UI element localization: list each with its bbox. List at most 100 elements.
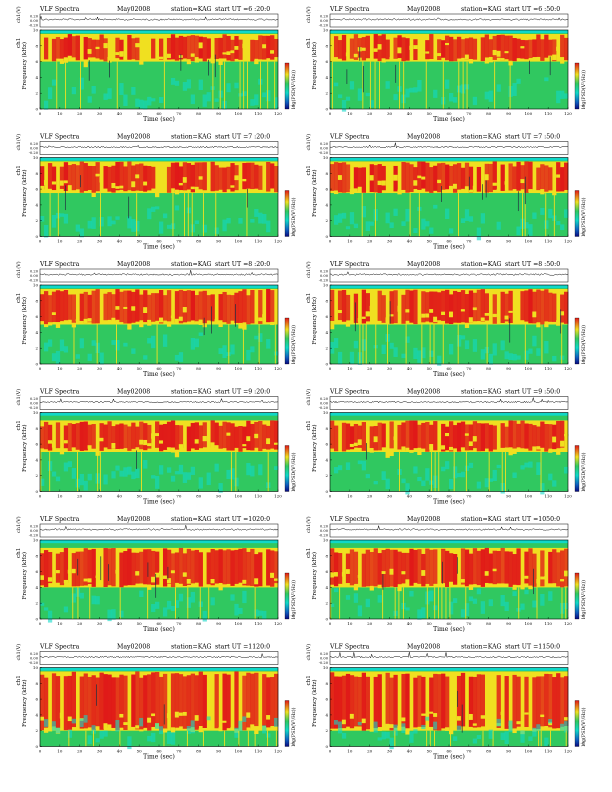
spectrogram-cell: [540, 290, 545, 325]
spectrogram-cell: [270, 420, 275, 449]
spectrogram-cell: [190, 550, 195, 584]
spectrogram-cell: [214, 227, 219, 234]
spectrogram-cell: [512, 674, 517, 729]
spectrogram-streak: [488, 452, 490, 492]
time-tick-label: 10: [57, 111, 63, 116]
spectrogram-streak: [426, 587, 428, 619]
spectrogram-cell: [131, 348, 136, 354]
channel-side-label: ch1: [16, 293, 22, 303]
spectrogram-cell: [178, 712, 184, 716]
spectrogram-cell: [504, 293, 509, 322]
spectrogram-cell: [59, 450, 65, 455]
waveform-trace: [329, 17, 569, 21]
spectrogram-cell: [274, 717, 279, 727]
waveform-trace: [329, 142, 568, 149]
spectrogram-cell: [258, 610, 263, 616]
spectrogram-cell: [437, 292, 442, 321]
spectrogram-streak: [494, 61, 496, 109]
spectrogram-cell: [421, 422, 426, 449]
spectrogram-cell: [71, 86, 76, 95]
spectra-panel: VLF Spectra May02008 station=KAG start UT =…: [15, 516, 297, 633]
spectrogram-cell: [425, 421, 430, 452]
spectrogram-cell: [246, 672, 251, 728]
spectrogram-cell: [365, 221, 370, 232]
spectrogram-cell: [564, 676, 569, 727]
spectrogram-cell: [222, 550, 227, 585]
spectrogram-cell: [413, 729, 418, 734]
spectrogram-cell: [178, 674, 184, 727]
spectrogram-cell: [377, 595, 382, 603]
spectrogram-cell: [484, 60, 489, 64]
spectrogram-cell: [464, 186, 470, 192]
spectrogram-cell: [449, 185, 454, 192]
spectrogram-cell: [262, 674, 267, 726]
waveform-tick-label: 0.00: [30, 147, 39, 151]
spectrogram-cell: [548, 424, 553, 449]
spectrogram-cell: [274, 578, 279, 581]
spectrogram-cell: [190, 94, 195, 105]
spectrogram-cell: [460, 672, 466, 727]
spectrogram-cell: [91, 675, 96, 730]
spectrogram-cell: [361, 460, 366, 471]
spectrogram-cell: [230, 594, 235, 601]
panel-title-text: VLF Spectra: [39, 6, 80, 13]
spectrogram-cell: [131, 306, 136, 311]
spectrogram-cell: [190, 720, 195, 734]
spectrogram-streak: [331, 61, 333, 109]
spectrogram-cell: [429, 227, 434, 234]
spectrogram-cell: [71, 164, 76, 191]
spectrogram-cell: [230, 468, 235, 480]
spectrogram-streak: [362, 65, 364, 93]
time-tick-label: 40: [407, 366, 413, 371]
spectrogram-cell: [369, 729, 374, 732]
panel-date-text: May02008: [117, 261, 150, 268]
spectrogram-cell: [115, 448, 120, 452]
spectrogram-cell: [369, 305, 374, 311]
spectrogram-streak: [93, 730, 94, 747]
colorbar-axis-label: log(PSD(V²/Hz)): [580, 197, 587, 236]
spectrogram-cell: [361, 718, 366, 724]
spectrogram-cell: [456, 291, 462, 323]
spectrogram-streak: [449, 587, 451, 619]
panel-date-text: May02008: [117, 644, 150, 651]
spectrogram-cell: [155, 206, 160, 210]
spectrogram-cell: [456, 473, 462, 478]
spectrogram-cell: [433, 165, 438, 191]
spectrogram-cell: [246, 162, 251, 189]
spectrogram-cell: [456, 422, 462, 452]
spectrogram-cell: [492, 425, 497, 450]
spectrogram-cell: [166, 166, 172, 193]
panel-station-text: station=KAG: [461, 6, 502, 13]
spectrogram-cell: [151, 206, 156, 212]
spectrogram-cell: [357, 676, 363, 727]
spectrogram-cell: [198, 176, 203, 180]
spectrogram-cell: [564, 209, 569, 218]
spectrogram-cell: [484, 293, 489, 321]
spectrogram-cell: [540, 189, 545, 195]
panel-date-text: May02008: [407, 6, 440, 13]
spectrogram-cell: [202, 224, 207, 233]
spectrogram-cell: [222, 219, 227, 232]
spectrogram-cell: [226, 469, 231, 480]
frequency-axis-label: Frequency (kHz): [21, 552, 28, 600]
spectrogram-cell: [111, 677, 116, 728]
spectrogram-cell: [393, 724, 398, 736]
spectrogram-cell: [560, 311, 565, 316]
spectrogram-cell: [532, 311, 537, 318]
spectrogram-cell: [476, 481, 482, 489]
spectrogram-cell: [87, 294, 92, 323]
spectrogram-cell: [472, 339, 478, 352]
time-tick-label: 120: [274, 621, 282, 626]
time-tick-label: 100: [525, 621, 533, 626]
spectrogram-cell: [51, 291, 57, 323]
spectrogram-cell: [349, 188, 355, 195]
spectrogram-cell: [230, 163, 235, 192]
spectrogram-cell: [484, 547, 489, 583]
spectrogram-cell: [162, 548, 168, 587]
spectrogram-cell: [500, 340, 505, 351]
colorbar: [574, 62, 580, 110]
waveform-axis-label: ch1(V): [305, 134, 312, 151]
spectrogram-cell: [226, 83, 231, 93]
spectrogram-cell: [433, 549, 438, 584]
spectrogram-cell: [170, 420, 176, 449]
